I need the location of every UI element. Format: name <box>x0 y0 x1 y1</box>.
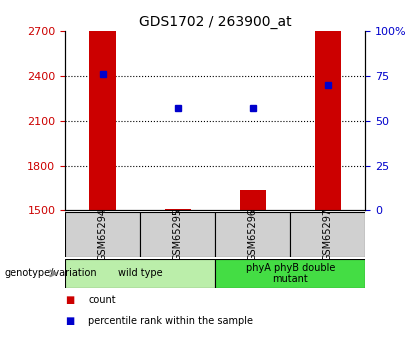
Text: GSM65294: GSM65294 <box>97 208 108 261</box>
Text: GSM65296: GSM65296 <box>248 208 258 261</box>
Bar <box>240 189 266 210</box>
Text: percentile rank within the sample: percentile rank within the sample <box>88 316 253 326</box>
Text: ■: ■ <box>65 316 74 326</box>
Text: wild type: wild type <box>118 268 163 278</box>
Bar <box>215 259 365 288</box>
Text: ■: ■ <box>65 295 74 305</box>
Text: GSM65295: GSM65295 <box>173 208 183 261</box>
Bar <box>89 31 116 210</box>
Title: GDS1702 / 263900_at: GDS1702 / 263900_at <box>139 14 291 29</box>
Text: phyA phyB double
mutant: phyA phyB double mutant <box>246 263 335 284</box>
Bar <box>215 212 290 257</box>
Bar <box>65 259 215 288</box>
Text: GSM65297: GSM65297 <box>323 208 333 261</box>
Text: count: count <box>88 295 116 305</box>
Text: genotype/variation: genotype/variation <box>4 268 97 278</box>
Bar <box>290 212 365 257</box>
Bar <box>315 31 341 210</box>
Bar <box>140 212 215 257</box>
Bar <box>165 209 191 210</box>
Bar <box>65 212 140 257</box>
